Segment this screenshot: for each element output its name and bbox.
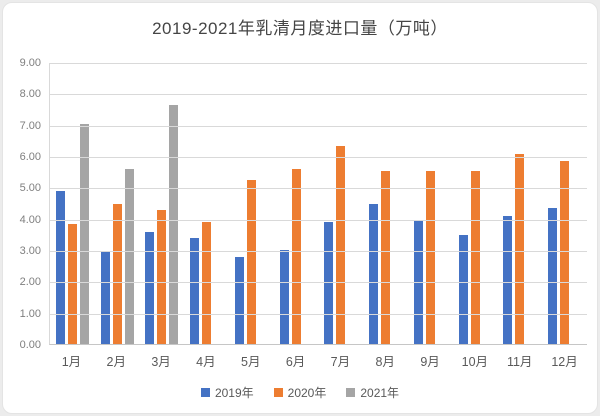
legend-item-2019年: 2019年: [200, 384, 254, 401]
x-tick-label: 10月: [461, 355, 489, 369]
bar-group-5月: [229, 63, 274, 344]
gridline: [50, 251, 587, 252]
bar-2020年-12月: [560, 161, 570, 344]
bar-2020年-1月: [67, 223, 77, 344]
bar-group-12月: [542, 63, 587, 344]
y-tick-label: 5.00: [19, 182, 41, 195]
bar-2020年-11月: [515, 153, 525, 344]
bar-2019年-11月: [503, 216, 513, 344]
y-tick-label: 1.00: [19, 307, 41, 320]
bar-group-8月: [363, 63, 408, 344]
bar-2020年-10月: [470, 170, 480, 344]
bar-2021年-3月: [169, 105, 179, 344]
gridline: [50, 63, 587, 64]
y-tick-label: 3.00: [19, 245, 41, 257]
y-tick-label: 2.00: [19, 276, 41, 289]
bar-2020年-9月: [425, 170, 435, 344]
x-axis: 1月 2月 3月 4月 5月 6月 7月 8月 9月 10月 11月 12月: [49, 351, 587, 369]
legend-item-2021年: 2021年: [346, 384, 399, 401]
bar-2019年-5月: [234, 256, 244, 344]
legend-label: 2019年: [214, 385, 254, 400]
legend-item-2020年: 2020年: [273, 384, 327, 401]
y-axis: 9.00 8.00 7.00 6.00 5.00 4.00 3.00 2.00 1.00 0.00: [3, 57, 47, 351]
gridline: [50, 313, 587, 315]
x-tick-label: 8月: [375, 355, 395, 369]
legend-swatch-icon: [200, 387, 210, 397]
x-tick-label: 4月: [196, 355, 216, 369]
bar-2019年-8月: [369, 203, 379, 344]
bar-group-6月: [274, 63, 319, 344]
x-tick-label: 6月: [285, 355, 306, 369]
bar-2020年-5月: [246, 180, 256, 344]
y-tick-label: 0.00: [19, 339, 41, 351]
bar-group-9月: [408, 63, 453, 344]
gridline: [50, 188, 587, 190]
legend: 2019年 2020年 2021年: [3, 382, 597, 402]
y-tick-label: 7.00: [19, 119, 41, 132]
gridline: [50, 94, 587, 96]
gridline: [50, 125, 587, 127]
bar-group-1月: [50, 63, 95, 344]
bar-2021年-2月: [124, 169, 134, 344]
x-tick-label: 2月: [106, 355, 126, 369]
x-tick-label: 9月: [420, 355, 440, 369]
bar-2020年-6月: [291, 169, 301, 344]
x-tick-label: 7月: [330, 355, 351, 369]
bar-2019年-10月: [458, 234, 468, 344]
y-tick-label: 9.00: [19, 57, 41, 69]
bar-group-10月: [453, 63, 498, 344]
bar-2019年-1月: [55, 191, 65, 344]
bar-2019年-2月: [100, 251, 110, 344]
gridline: [50, 219, 587, 221]
bar-2019年-4月: [190, 237, 200, 344]
gridline: [50, 282, 587, 284]
x-tick-label: 5月: [241, 355, 261, 369]
legend-label: 2020年: [287, 385, 327, 400]
bar-groups: [50, 63, 587, 344]
bar-2020年-8月: [381, 170, 391, 344]
bar-2019年-3月: [145, 231, 155, 344]
bar-2019年-6月: [279, 250, 289, 344]
bar-2020年-2月: [112, 203, 122, 344]
x-tick-label: 11月: [506, 355, 533, 369]
y-tick-label: 8.00: [19, 88, 41, 101]
bar-group-11月: [498, 63, 543, 344]
bar-group-2月: [95, 63, 140, 344]
bar-group-4月: [184, 63, 229, 344]
x-tick-label: 3月: [151, 355, 171, 369]
y-tick-label: 6.00: [19, 151, 41, 163]
bar-2020年-7月: [336, 145, 346, 344]
bar-2021年-1月: [79, 123, 89, 344]
bar-2020年-3月: [157, 209, 167, 344]
x-tick-label: 12月: [551, 355, 578, 369]
bar-2019年-12月: [548, 208, 558, 344]
legend-swatch-icon: [346, 387, 356, 397]
plot-area: [49, 63, 587, 345]
x-tick-label: 1月: [61, 355, 82, 369]
bar-group-3月: [140, 63, 185, 344]
chart-title: 2019-2021年乳清月度进口量（万吨）: [152, 19, 448, 38]
y-tick-label: 4.00: [19, 213, 41, 226]
gridline: [50, 157, 587, 158]
legend-swatch-icon: [273, 387, 283, 397]
bar-group-7月: [319, 63, 364, 344]
legend-label: 2021年: [360, 385, 400, 400]
